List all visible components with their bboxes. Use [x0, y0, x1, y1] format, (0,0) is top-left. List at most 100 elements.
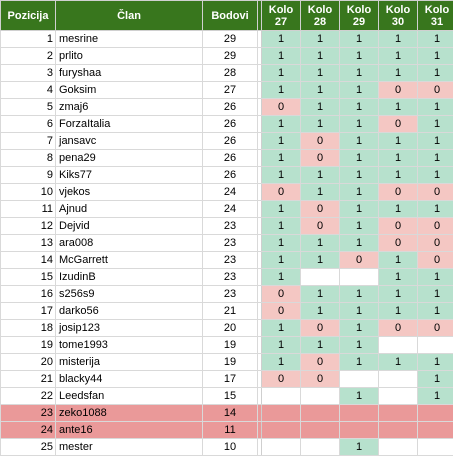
cell-round-28[interactable]: 0: [301, 150, 340, 167]
cell-points[interactable]: 24: [203, 201, 258, 218]
cell-member[interactable]: IzudinB: [56, 269, 203, 286]
cell-round-31[interactable]: 1: [418, 48, 453, 65]
cell-round-30[interactable]: [379, 439, 418, 456]
cell-round-29[interactable]: 1: [340, 201, 379, 218]
cell-round-28[interactable]: 0: [301, 133, 340, 150]
cell-position[interactable]: 21: [1, 371, 56, 388]
cell-member[interactable]: vjekos: [56, 184, 203, 201]
cell-round-30[interactable]: [379, 388, 418, 405]
cell-round-30[interactable]: 1: [379, 99, 418, 116]
cell-position[interactable]: 2: [1, 48, 56, 65]
cell-position[interactable]: 18: [1, 320, 56, 337]
cell-round-28[interactable]: 1: [301, 82, 340, 99]
cell-round-30[interactable]: 1: [379, 48, 418, 65]
cell-round-29[interactable]: 1: [340, 65, 379, 82]
cell-round-28[interactable]: 1: [301, 65, 340, 82]
cell-points[interactable]: 21: [203, 303, 258, 320]
cell-round-28[interactable]: 1: [301, 167, 340, 184]
header-position[interactable]: Pozicija: [1, 1, 56, 31]
cell-member[interactable]: josip123: [56, 320, 203, 337]
cell-round-30[interactable]: 1: [379, 65, 418, 82]
cell-round-27[interactable]: 1: [262, 167, 301, 184]
cell-member[interactable]: tome1993: [56, 337, 203, 354]
cell-round-30[interactable]: [379, 371, 418, 388]
cell-round-31[interactable]: 1: [418, 354, 453, 371]
cell-round-28[interactable]: 1: [301, 235, 340, 252]
header-round-30[interactable]: Kolo 30: [379, 1, 418, 31]
cell-position[interactable]: 24: [1, 422, 56, 439]
cell-round-28[interactable]: [301, 388, 340, 405]
cell-round-27[interactable]: 1: [262, 269, 301, 286]
cell-round-30[interactable]: [379, 405, 418, 422]
cell-round-27[interactable]: [262, 422, 301, 439]
cell-round-29[interactable]: [340, 422, 379, 439]
cell-round-30[interactable]: [379, 422, 418, 439]
cell-round-31[interactable]: 1: [418, 269, 453, 286]
cell-round-27[interactable]: 1: [262, 252, 301, 269]
cell-round-29[interactable]: 1: [340, 82, 379, 99]
cell-round-27[interactable]: 1: [262, 150, 301, 167]
cell-round-30[interactable]: 1: [379, 252, 418, 269]
cell-round-29[interactable]: 1: [340, 99, 379, 116]
cell-position[interactable]: 13: [1, 235, 56, 252]
cell-position[interactable]: 25: [1, 439, 56, 456]
cell-round-28[interactable]: 1: [301, 116, 340, 133]
cell-position[interactable]: 22: [1, 388, 56, 405]
cell-points[interactable]: 26: [203, 133, 258, 150]
cell-round-29[interactable]: 1: [340, 48, 379, 65]
cell-round-31[interactable]: 1: [418, 116, 453, 133]
cell-round-27[interactable]: 0: [262, 184, 301, 201]
cell-round-28[interactable]: 0: [301, 320, 340, 337]
cell-points[interactable]: 29: [203, 31, 258, 48]
cell-position[interactable]: 14: [1, 252, 56, 269]
cell-round-30[interactable]: 1: [379, 354, 418, 371]
cell-round-27[interactable]: [262, 388, 301, 405]
cell-round-31[interactable]: 1: [418, 371, 453, 388]
cell-position[interactable]: 19: [1, 337, 56, 354]
cell-round-31[interactable]: 1: [418, 133, 453, 150]
cell-member[interactable]: Goksim: [56, 82, 203, 99]
cell-round-30[interactable]: 1: [379, 303, 418, 320]
cell-round-30[interactable]: 0: [379, 184, 418, 201]
cell-points[interactable]: 19: [203, 337, 258, 354]
cell-round-30[interactable]: 0: [379, 218, 418, 235]
cell-position[interactable]: 16: [1, 286, 56, 303]
cell-round-27[interactable]: 1: [262, 201, 301, 218]
cell-round-29[interactable]: 1: [340, 388, 379, 405]
cell-member[interactable]: misterija: [56, 354, 203, 371]
cell-round-27[interactable]: 0: [262, 99, 301, 116]
cell-round-28[interactable]: [301, 439, 340, 456]
cell-points[interactable]: 24: [203, 184, 258, 201]
cell-round-28[interactable]: 1: [301, 303, 340, 320]
cell-round-31[interactable]: 1: [418, 303, 453, 320]
cell-member[interactable]: prlito: [56, 48, 203, 65]
cell-round-30[interactable]: 1: [379, 201, 418, 218]
cell-position[interactable]: 9: [1, 167, 56, 184]
cell-member[interactable]: Leedsfan: [56, 388, 203, 405]
cell-points[interactable]: 23: [203, 235, 258, 252]
cell-round-27[interactable]: 1: [262, 116, 301, 133]
cell-points[interactable]: 14: [203, 405, 258, 422]
cell-points[interactable]: 23: [203, 218, 258, 235]
cell-round-27[interactable]: 1: [262, 48, 301, 65]
header-member[interactable]: Član: [56, 1, 203, 31]
cell-position[interactable]: 20: [1, 354, 56, 371]
cell-position[interactable]: 3: [1, 65, 56, 82]
cell-round-31[interactable]: 1: [418, 201, 453, 218]
cell-round-31[interactable]: 0: [418, 184, 453, 201]
cell-position[interactable]: 1: [1, 31, 56, 48]
cell-round-27[interactable]: 0: [262, 286, 301, 303]
cell-round-28[interactable]: 1: [301, 99, 340, 116]
cell-round-29[interactable]: 1: [340, 439, 379, 456]
header-points[interactable]: Bodovi: [203, 1, 258, 31]
cell-round-29[interactable]: [340, 371, 379, 388]
cell-position[interactable]: 17: [1, 303, 56, 320]
cell-round-29[interactable]: 1: [340, 235, 379, 252]
cell-member[interactable]: s256s9: [56, 286, 203, 303]
cell-round-31[interactable]: 1: [418, 65, 453, 82]
cell-member[interactable]: mester: [56, 439, 203, 456]
cell-round-29[interactable]: [340, 405, 379, 422]
cell-points[interactable]: 17: [203, 371, 258, 388]
cell-points[interactable]: 26: [203, 99, 258, 116]
cell-round-27[interactable]: 1: [262, 320, 301, 337]
